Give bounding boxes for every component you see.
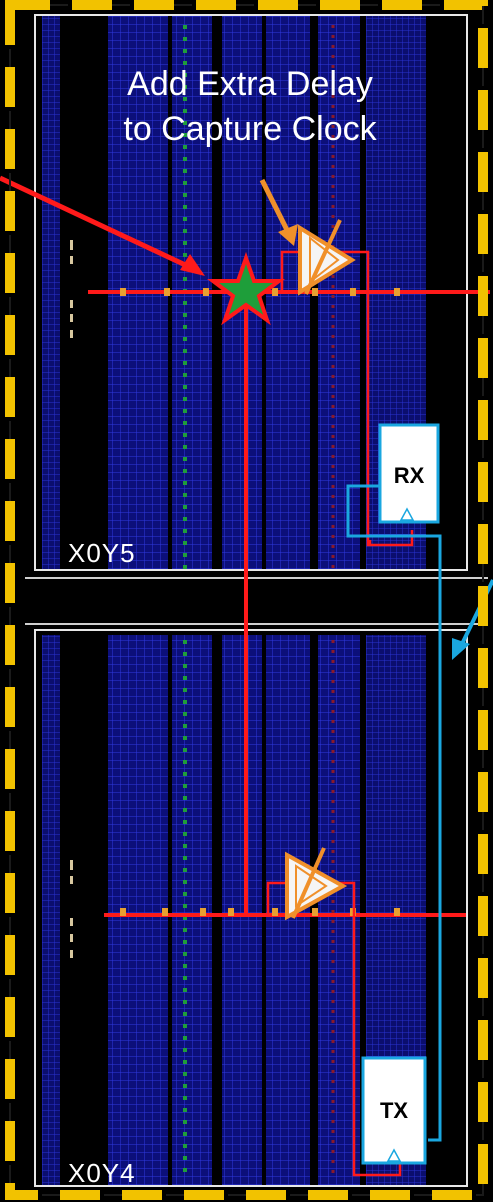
arrow-head-icon xyxy=(180,254,205,276)
rx-label: RX xyxy=(393,463,425,488)
buffer-triangle-icon xyxy=(298,219,356,296)
callout-arrow-head-icon xyxy=(278,224,298,246)
highlight-frame xyxy=(5,0,488,1200)
region-border-lower xyxy=(34,629,468,1187)
io-markers xyxy=(70,240,73,958)
star-icon xyxy=(207,251,285,326)
region-label-upper: X0Y5 xyxy=(68,538,136,568)
rx-clock-pin-icon xyxy=(399,507,415,521)
callout-line-2: to Capture Clock xyxy=(123,110,377,148)
buffer-triangle-icon xyxy=(285,847,348,921)
data-path-rx-loop xyxy=(346,484,412,538)
tx-label: TX xyxy=(379,1098,409,1123)
tx-block xyxy=(361,1056,427,1165)
data-arrow-head-icon xyxy=(452,638,470,660)
clock-row-markers xyxy=(120,288,400,916)
callout-arrow xyxy=(259,178,291,234)
rx-block xyxy=(378,423,440,524)
clock-route-to-rx xyxy=(280,250,414,547)
callout-line-1: Add Extra Delay xyxy=(127,65,373,103)
data-path xyxy=(412,534,442,1142)
region-label-lower: X0Y4 xyxy=(68,1158,136,1188)
callout-text: Add Extra Delay to Capture Clock xyxy=(40,62,460,152)
region-gap xyxy=(18,578,488,624)
tx-clock-pin-icon xyxy=(386,1148,402,1162)
annotation-arrow xyxy=(0,175,198,273)
clock-route-to-tx xyxy=(266,881,402,1177)
highlight-frame-gaps xyxy=(9,4,484,1196)
